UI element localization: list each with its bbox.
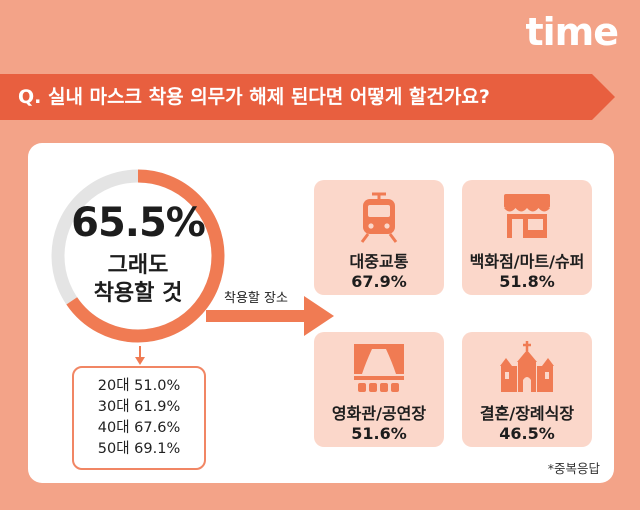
age-row: 40대 67.6%: [97, 420, 181, 436]
age-row: 20대 51.0%: [97, 378, 181, 394]
donut-chart: [51, 169, 225, 343]
main-label-line2: 착용할 것: [93, 281, 183, 306]
train-icon: [360, 192, 398, 243]
place-tile-transport: 대중교통 67.9%: [314, 180, 444, 295]
arrow-icon: [206, 296, 334, 336]
place-value: 46.5%: [499, 424, 555, 443]
place-name: 대중교통: [349, 252, 409, 271]
place-name: 결혼/장례식장: [479, 404, 575, 423]
age-row: 50대 69.1%: [97, 441, 181, 457]
brand-logo: time: [525, 10, 619, 54]
donut-arc: [51, 169, 225, 343]
place-value: 67.9%: [351, 272, 407, 291]
place-value: 51.6%: [351, 424, 407, 443]
chapel-icon: [500, 341, 554, 392]
age-breakdown: 20대 51.0% 30대 61.9% 40대 67.6% 50대 69.1%: [72, 366, 206, 470]
place-name: 영화관/공연장: [331, 404, 427, 423]
down-arrow-icon: [135, 346, 145, 365]
main-percentage: 65.5%: [71, 200, 206, 246]
question-banner: Q. 실내 마스크 착용 의무가 해제 된다면 어떻게 할건가요?: [0, 74, 615, 120]
question-text: Q. 실내 마스크 착용 의무가 해제 된다면 어떻게 할건가요?: [18, 86, 490, 108]
age-row: 30대 61.9%: [97, 399, 181, 415]
store-icon: [504, 194, 550, 238]
place-tile-theater: 영화관/공연장 51.6%: [314, 332, 444, 447]
main-label-line1: 그래도: [107, 253, 169, 278]
theater-icon: [354, 344, 404, 392]
place-name: 백화점/마트/슈퍼: [469, 252, 585, 271]
place-tile-hall: 결혼/장례식장 46.5%: [462, 332, 592, 447]
place-tile-store: 백화점/마트/슈퍼 51.8%: [462, 180, 592, 295]
main-label: 그래도 착용할 것: [48, 252, 228, 308]
footnote: *중복응답: [547, 461, 600, 476]
place-value: 51.8%: [499, 272, 555, 291]
places-title: 착용할 장소: [224, 291, 288, 306]
